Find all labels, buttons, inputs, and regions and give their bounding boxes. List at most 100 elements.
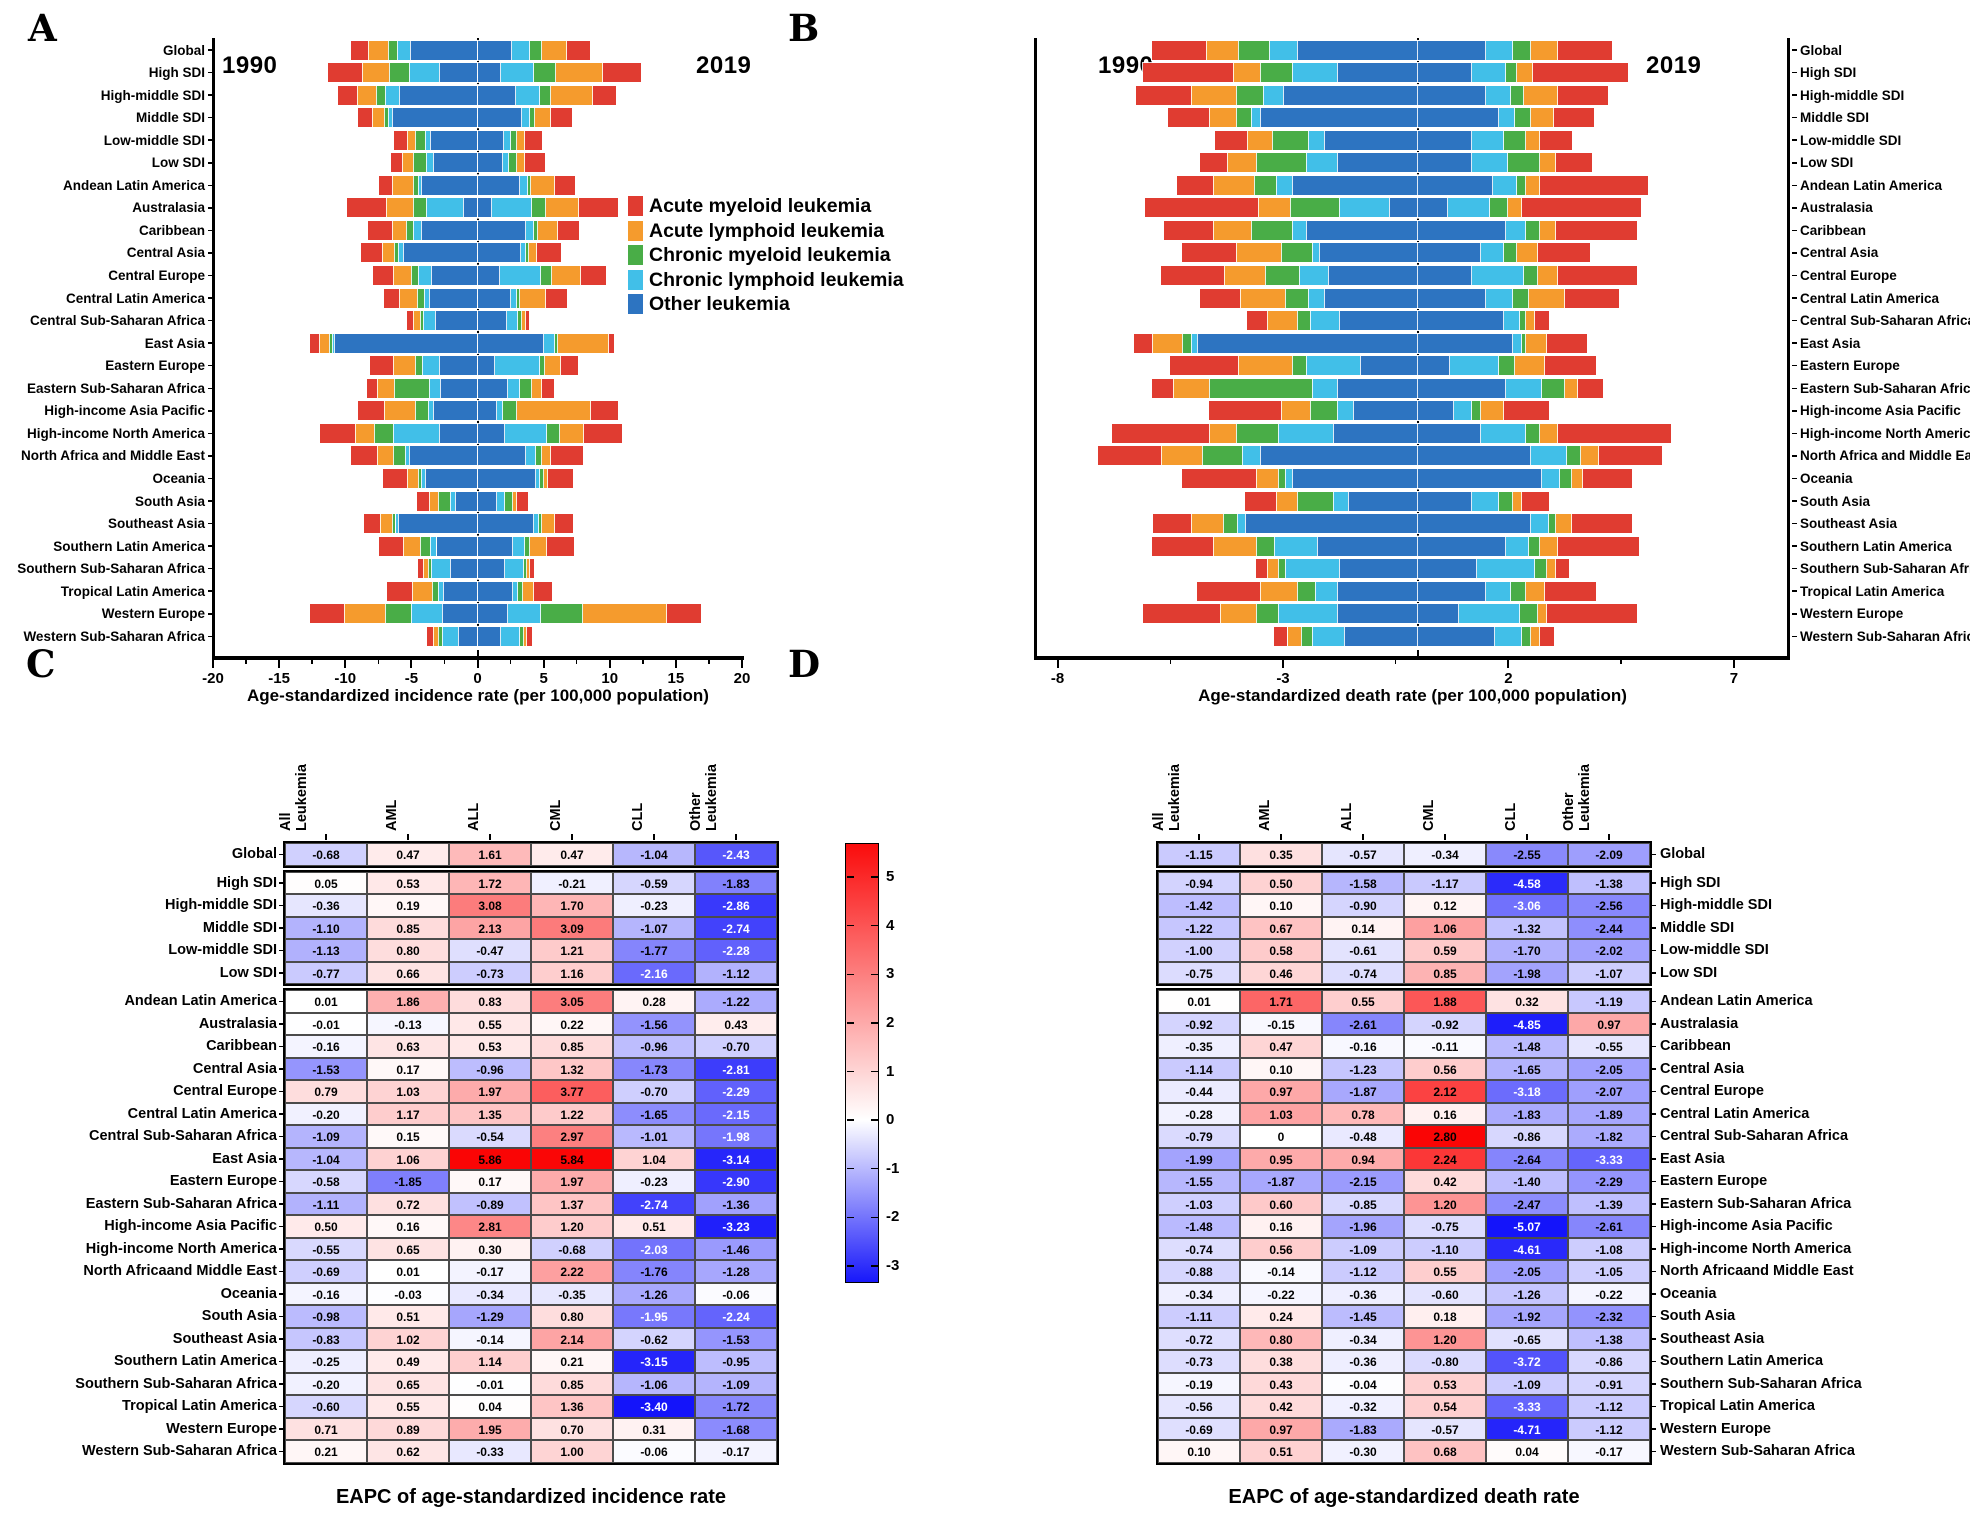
heatmap-cell: -1.56 xyxy=(613,1012,695,1035)
heatmap-cell: 0.50 xyxy=(1240,871,1322,894)
bar-segment-2019 xyxy=(539,467,545,489)
heatmap-cell: -3.14 xyxy=(695,1147,777,1170)
bar-segment-1990 xyxy=(416,265,433,286)
heatmap-cell: 0.72 xyxy=(367,1192,449,1215)
x-axis-minor-tick xyxy=(708,659,710,664)
bar-segment-2019 xyxy=(549,107,574,129)
bar-segment-1990 xyxy=(383,603,413,625)
bar-region-label: Middle SDI xyxy=(135,110,205,126)
bar-segment-2019 xyxy=(545,287,569,309)
bar-segment-2019 xyxy=(1557,84,1609,106)
heatmap-cell: -1.46 xyxy=(695,1237,777,1260)
bar-segment-1990 xyxy=(423,467,479,489)
heatmap-cell: -3.15 xyxy=(613,1350,695,1373)
panel-a-xaxis-title: Age-standardized incidence rate (per 100… xyxy=(247,686,709,705)
bar-segment-2019 xyxy=(476,445,527,467)
bar-segment-1990 xyxy=(431,152,479,174)
heatmap-cell: 0.38 xyxy=(1240,1350,1322,1373)
heatmap-cell: 2.12 xyxy=(1404,1080,1486,1103)
heatmap-col-tick xyxy=(1198,834,1200,840)
heatmap-cell: 0.53 xyxy=(367,871,449,894)
heatmap-cell: 0.95 xyxy=(1240,1147,1322,1170)
heatmap-cell: 0.12 xyxy=(1404,894,1486,917)
heatmap-cell: -1.98 xyxy=(695,1125,777,1148)
heatmap-cell: -1.40 xyxy=(1486,1170,1568,1193)
bar-segment-2019 xyxy=(526,174,533,196)
bar-segment-2019 xyxy=(494,355,542,377)
heatmap-row-label: Southeast Asia xyxy=(172,1330,277,1347)
heatmap-row-label: Oceania xyxy=(220,1285,277,1302)
bar-segment-1990 xyxy=(1234,84,1264,106)
bar-segment-2019 xyxy=(476,332,545,354)
heatmap-row-tick xyxy=(1652,1203,1656,1205)
colorbar-tick-label: 3 xyxy=(886,965,895,983)
heatmap-cell: 1.21 xyxy=(531,939,613,962)
heatmap-cell: 1.03 xyxy=(1240,1102,1322,1125)
bar-segment-1990 xyxy=(448,490,457,512)
heatmap-cell: -1.05 xyxy=(1568,1260,1650,1283)
heatmap-cell: 0.51 xyxy=(1240,1440,1322,1463)
heatmap-row-label: High-income Asia Pacific xyxy=(1660,1218,1833,1234)
heatmap-cell: 1.72 xyxy=(449,871,531,894)
bar-segment-2019 xyxy=(1511,287,1530,309)
heatmap-cell: 0.55 xyxy=(449,1012,531,1035)
heatmap-cell: -1.48 xyxy=(1158,1215,1240,1238)
heatmap-row-tick xyxy=(1652,1315,1656,1317)
heatmap-row-label: Low SDI xyxy=(219,964,277,981)
bar-segment-1990 xyxy=(397,242,404,264)
region-tick xyxy=(208,252,213,254)
bar-segment-2019 xyxy=(1493,625,1523,647)
bar-segment-2019 xyxy=(540,445,552,467)
bar-segment-1990 xyxy=(391,174,415,196)
heatmap-row-tick xyxy=(1652,1068,1656,1070)
bar-segment-2019 xyxy=(541,513,556,535)
bar-segment-2019 xyxy=(554,62,605,84)
heatmap-cell: 2.24 xyxy=(1404,1147,1486,1170)
bar-segment-1990 xyxy=(1198,152,1228,174)
heatmap-cell: 0.46 xyxy=(1240,961,1322,984)
bar-segment-1990 xyxy=(1142,62,1235,84)
bar-segment-2019 xyxy=(541,39,569,61)
region-tick xyxy=(1792,319,1797,322)
bar-region-label: High SDI xyxy=(148,65,205,81)
heatmap-cell: -0.16 xyxy=(285,1035,367,1058)
bar-segment-2019 xyxy=(491,197,534,219)
bar-segment-2019 xyxy=(1417,129,1474,151)
heatmap-cell: 0.22 xyxy=(531,1012,613,1035)
bar-segment-1990 xyxy=(345,197,388,219)
bar-segment-1990 xyxy=(1234,107,1253,129)
heatmap-cell: 0.97 xyxy=(1240,1417,1322,1440)
heatmap-cell: -1.14 xyxy=(1158,1057,1240,1080)
bar-segment-2019 xyxy=(1529,513,1551,535)
heatmap-cell: 0.01 xyxy=(1158,990,1240,1013)
bar-segment-2019 xyxy=(1505,219,1528,241)
heatmap-cell: 0.80 xyxy=(531,1305,613,1328)
colorbar-tick-label: 0 xyxy=(886,1111,895,1129)
region-tick xyxy=(1792,252,1797,254)
bar-segment-1990 xyxy=(1259,62,1293,84)
heatmap-cell: -1.65 xyxy=(1486,1057,1568,1080)
heatmap-cell: -0.32 xyxy=(1322,1395,1404,1418)
heatmap-row-label: Western Sub-Saharan Africa xyxy=(82,1443,277,1459)
heatmap-cell: -3.33 xyxy=(1568,1147,1650,1170)
heatmap-cell: -0.36 xyxy=(1322,1282,1404,1305)
bar-segment-1990 xyxy=(391,355,417,377)
bar-segment-2019 xyxy=(1525,174,1541,196)
heatmap-row-tick xyxy=(1652,927,1656,929)
bar-segment-1990 xyxy=(429,558,451,580)
bar-segment-1990 xyxy=(1311,625,1345,647)
bar-segment-2019 xyxy=(1548,513,1557,535)
bar-segment-1990 xyxy=(1295,490,1334,512)
bar-segment-2019 xyxy=(1563,377,1580,399)
bar-segment-1990 xyxy=(1336,152,1420,174)
bar-segment-1990 xyxy=(437,625,443,647)
heatmap-cell: 1.22 xyxy=(531,1102,613,1125)
bar-segment-2019 xyxy=(539,355,546,377)
heatmap-cell: 0.70 xyxy=(531,1417,613,1440)
bar-segment-2019 xyxy=(1525,310,1537,332)
bar-segment-1990 xyxy=(386,39,398,61)
heatmap-row-tick xyxy=(1652,1338,1656,1340)
bar-segment-2019 xyxy=(1417,603,1460,625)
heatmap-cell: -3.23 xyxy=(695,1215,777,1238)
x-axis-minor-tick xyxy=(311,659,313,664)
